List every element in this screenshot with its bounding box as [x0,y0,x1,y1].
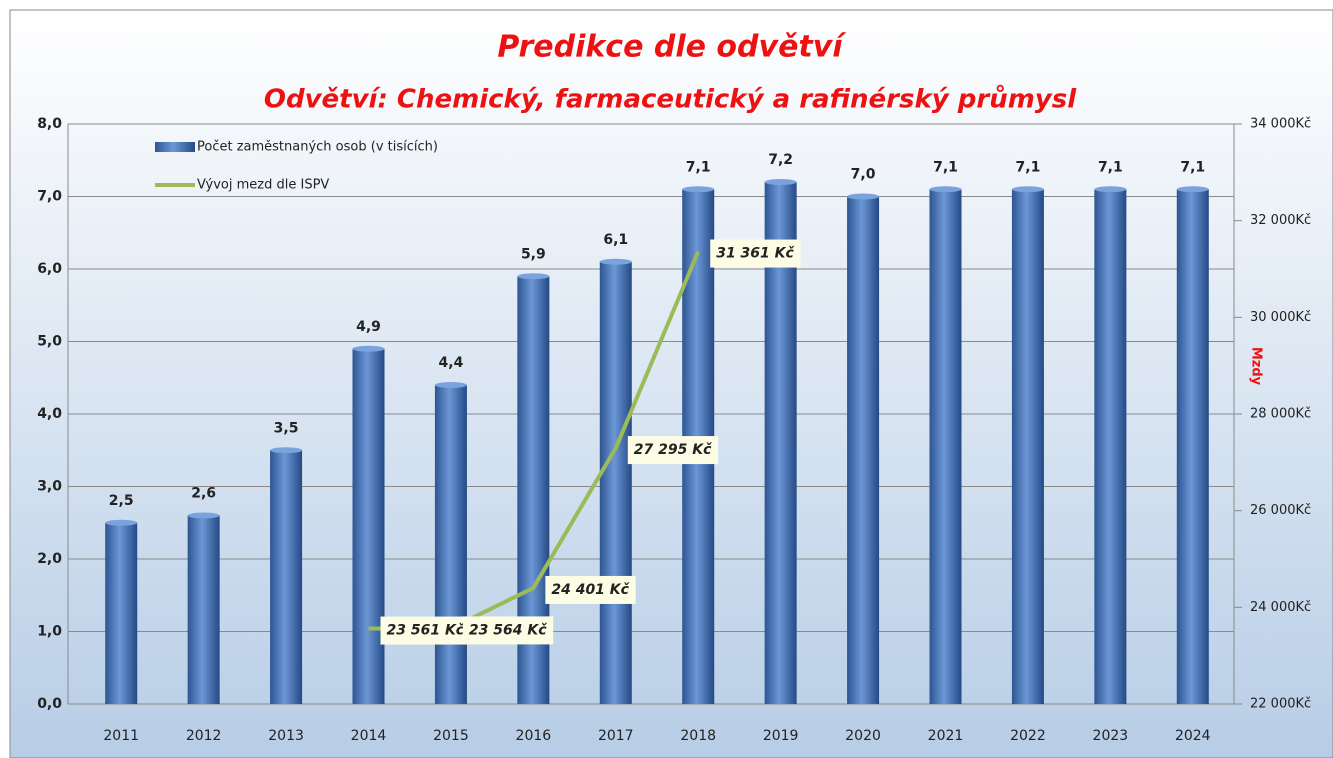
legend-label: Vývoj mezd dle ISPV [197,178,329,193]
bar-top [105,519,138,526]
data-label: 3,5 [274,420,299,436]
x-tick-label: 2018 [680,728,716,744]
bar [1011,189,1044,704]
bar [1094,189,1127,704]
bar [1176,189,1209,704]
chart-title: Predikce dle odvětví [497,30,847,65]
y2-tick-label: 32 000Kč [1250,213,1311,228]
y2-tick-label: 26 000Kč [1250,503,1311,518]
data-label: 24 401 Kč [551,582,629,598]
bar-top [929,186,962,193]
y2-tick-label: 34 000Kč [1250,117,1311,132]
x-tick-label: 2019 [763,728,799,744]
data-label: 7,1 [1098,159,1123,175]
bar-top [352,345,385,352]
data-label: 23 561 Kč [387,623,465,639]
x-tick-label: 2020 [845,728,881,744]
data-label: 7,2 [768,152,793,168]
y-tick-label: 6,0 [37,261,62,277]
y2-tick-label: 30 000Kč [1250,310,1311,325]
bar-top [764,179,797,185]
data-label: 7,0 [851,167,876,183]
data-label: 27 295 Kč [634,442,712,458]
bar [105,522,138,704]
bar-top [517,273,550,280]
bar-top [599,258,632,265]
x-tick-label: 2014 [351,728,387,744]
data-label: 4,4 [439,355,464,371]
bar [929,189,962,704]
x-tick-label: 2011 [103,728,139,744]
data-label: 6,1 [603,232,628,248]
x-tick-label: 2023 [1093,728,1129,744]
data-label-box [462,616,554,645]
y2-tick-label: 28 000Kč [1250,407,1311,422]
y2-axis-label: Mzdy [1249,347,1264,386]
bar-top [187,512,220,519]
data-label: 4,9 [356,319,381,335]
data-label: 7,1 [686,159,711,175]
bar-top [1011,186,1044,193]
legend-label: Počet zaměstnaných osob (v tisících) [197,140,438,155]
bar [352,348,385,704]
data-label-box [627,436,719,465]
x-tick-label: 2022 [1010,728,1046,744]
y-tick-label: 0,0 [37,696,62,712]
data-label: 5,9 [521,246,546,262]
data-label-box [380,616,471,645]
y-tick-label: 2,0 [37,551,62,567]
bar-top [434,382,467,388]
x-tick-label: 2015 [433,728,469,744]
data-label: 31 361 Kč [716,246,794,262]
bar [847,196,880,704]
y-tick-label: 1,0 [37,624,62,640]
y-tick-label: 8,0 [37,116,62,132]
chart-subtitle: Odvětví: Chemický, farmaceutický a rafin… [264,84,1077,115]
data-label: 23 564 Kč [469,622,547,638]
legend-swatch [155,142,195,152]
bar [187,515,220,704]
x-tick-label: 2016 [516,728,552,744]
data-label: 7,1 [1180,159,1205,175]
y-tick-label: 7,0 [37,189,62,205]
data-label: 7,1 [1016,159,1041,175]
x-tick-label: 2024 [1175,728,1211,744]
bar-top [270,447,303,454]
bar [434,385,467,704]
x-tick-label: 2017 [598,728,634,744]
data-label: 2,5 [109,493,134,509]
y-tick-label: 3,0 [37,479,62,495]
bar-top [1176,186,1209,193]
data-label-box [545,575,636,604]
bar-top [682,186,715,193]
y-tick-label: 5,0 [37,334,62,350]
data-label: 2,6 [191,486,216,502]
bar-top [1094,186,1127,193]
x-tick-label: 2021 [928,728,964,744]
data-label: 7,1 [933,159,958,175]
bar [599,261,632,704]
data-label-box [710,239,801,268]
y2-tick-label: 22 000Kč [1250,697,1311,712]
bar-top [847,193,880,200]
x-tick-label: 2013 [268,728,304,744]
bar [270,450,303,704]
y-tick-label: 4,0 [37,406,62,422]
x-tick-label: 2012 [186,728,222,744]
y2-tick-label: 24 000Kč [1250,600,1311,615]
bar [764,182,797,704]
